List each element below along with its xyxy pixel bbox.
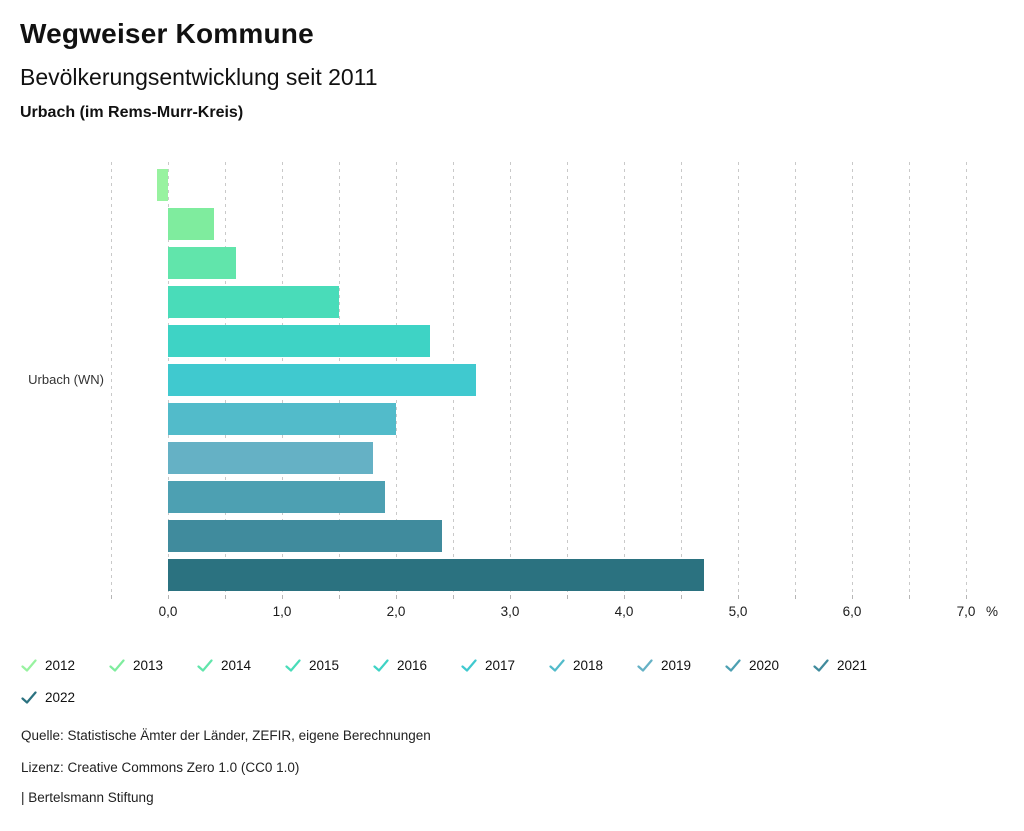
bar-2017[interactable] bbox=[168, 364, 476, 396]
axis-tick bbox=[852, 595, 853, 599]
gridline bbox=[567, 162, 568, 592]
legend-item-2022[interactable]: 2022 bbox=[21, 687, 109, 707]
axis-tick bbox=[738, 595, 739, 599]
legend-item-2018[interactable]: 2018 bbox=[549, 655, 637, 675]
axis-tick bbox=[453, 595, 454, 599]
axis-tick bbox=[225, 595, 226, 599]
x-tick-label: 3,0 bbox=[500, 604, 520, 619]
bar-2022[interactable] bbox=[168, 559, 704, 591]
check-icon bbox=[21, 690, 37, 704]
x-tick-label: 6,0 bbox=[842, 604, 862, 619]
bar-2020[interactable] bbox=[168, 481, 385, 513]
gridline bbox=[909, 162, 910, 592]
axis-tick bbox=[567, 595, 568, 599]
legend-item-2017[interactable]: 2017 bbox=[461, 655, 549, 675]
x-tick-label: 2,0 bbox=[386, 604, 406, 619]
bar-2016[interactable] bbox=[168, 325, 430, 357]
legend-year-label: 2020 bbox=[749, 657, 780, 673]
legend-item-2015[interactable]: 2015 bbox=[285, 655, 373, 675]
x-tick-label: 7,0 bbox=[956, 604, 976, 619]
check-icon bbox=[21, 658, 37, 672]
check-icon bbox=[373, 658, 389, 672]
chart-legend-row-2: 2022 bbox=[21, 687, 109, 707]
y-axis-category-label: Urbach (WN) bbox=[28, 372, 104, 387]
axis-tick bbox=[168, 595, 169, 599]
chart-legend-row-1: 2012 2013 2014 2015 2016 2017 2018 2019 2020 2021 bbox=[21, 655, 901, 675]
axis-tick bbox=[795, 595, 796, 599]
legend-item-2012[interactable]: 2012 bbox=[21, 655, 109, 675]
legend-year-label: 2014 bbox=[221, 657, 252, 673]
check-icon bbox=[109, 658, 125, 672]
axis-tick bbox=[396, 595, 397, 599]
gridline bbox=[510, 162, 511, 592]
license-text: Lizenz: Creative Commons Zero 1.0 (CC0 1… bbox=[21, 760, 300, 775]
gridline bbox=[966, 162, 967, 592]
chart-title: Bevölkerungsentwicklung seit 2011 bbox=[20, 64, 378, 90]
legend-item-2020[interactable]: 2020 bbox=[725, 655, 813, 675]
gridline bbox=[852, 162, 853, 592]
legend-item-2021[interactable]: 2021 bbox=[813, 655, 901, 675]
axis-tick bbox=[111, 595, 112, 599]
axis-tick bbox=[624, 595, 625, 599]
gridline bbox=[795, 162, 796, 592]
legend-item-2016[interactable]: 2016 bbox=[373, 655, 461, 675]
legend-year-label: 2017 bbox=[485, 657, 516, 673]
gridline bbox=[624, 162, 625, 592]
legend-year-label: 2022 bbox=[45, 689, 76, 705]
source-text: Quelle: Statistische Ämter der Länder, Z… bbox=[21, 728, 431, 743]
check-icon bbox=[725, 658, 741, 672]
legend-item-2014[interactable]: 2014 bbox=[197, 655, 285, 675]
bar-2019[interactable] bbox=[168, 442, 373, 474]
legend-item-2013[interactable]: 2013 bbox=[109, 655, 197, 675]
x-tick-label: 5,0 bbox=[728, 604, 748, 619]
legend-year-label: 2013 bbox=[133, 657, 164, 673]
axis-tick bbox=[282, 595, 283, 599]
legend-item-2019[interactable]: 2019 bbox=[637, 655, 725, 675]
check-icon bbox=[197, 658, 213, 672]
gridline bbox=[111, 162, 112, 592]
bar-2014[interactable] bbox=[168, 247, 236, 279]
legend-year-label: 2012 bbox=[45, 657, 76, 673]
check-icon bbox=[637, 658, 653, 672]
attribution-text: | Bertelsmann Stiftung bbox=[21, 790, 154, 805]
gridline bbox=[738, 162, 739, 592]
bar-2021[interactable] bbox=[168, 520, 442, 552]
axis-tick bbox=[966, 595, 967, 599]
bar-2015[interactable] bbox=[168, 286, 339, 318]
legend-year-label: 2019 bbox=[661, 657, 692, 673]
x-tick-label: 1,0 bbox=[272, 604, 292, 619]
legend-year-label: 2018 bbox=[573, 657, 604, 673]
axis-tick bbox=[339, 595, 340, 599]
bar-2012[interactable] bbox=[156, 169, 168, 201]
x-tick-label: 4,0 bbox=[614, 604, 634, 619]
check-icon bbox=[813, 658, 829, 672]
axis-tick bbox=[510, 595, 511, 599]
page-title: Wegweiser Kommune bbox=[20, 18, 314, 49]
check-icon bbox=[285, 658, 301, 672]
legend-year-label: 2021 bbox=[837, 657, 868, 673]
gridline bbox=[681, 162, 682, 592]
axis-tick bbox=[909, 595, 910, 599]
legend-year-label: 2016 bbox=[397, 657, 428, 673]
bar-2013[interactable] bbox=[168, 208, 214, 240]
x-axis-unit-label: % bbox=[986, 604, 999, 619]
check-icon bbox=[549, 658, 565, 672]
bar-2018[interactable] bbox=[168, 403, 396, 435]
x-tick-label: 0,0 bbox=[158, 604, 178, 619]
chart-location-label: Urbach (im Rems-Murr-Kreis) bbox=[20, 104, 244, 121]
check-icon bbox=[461, 658, 477, 672]
legend-year-label: 2015 bbox=[309, 657, 340, 673]
axis-tick bbox=[681, 595, 682, 599]
